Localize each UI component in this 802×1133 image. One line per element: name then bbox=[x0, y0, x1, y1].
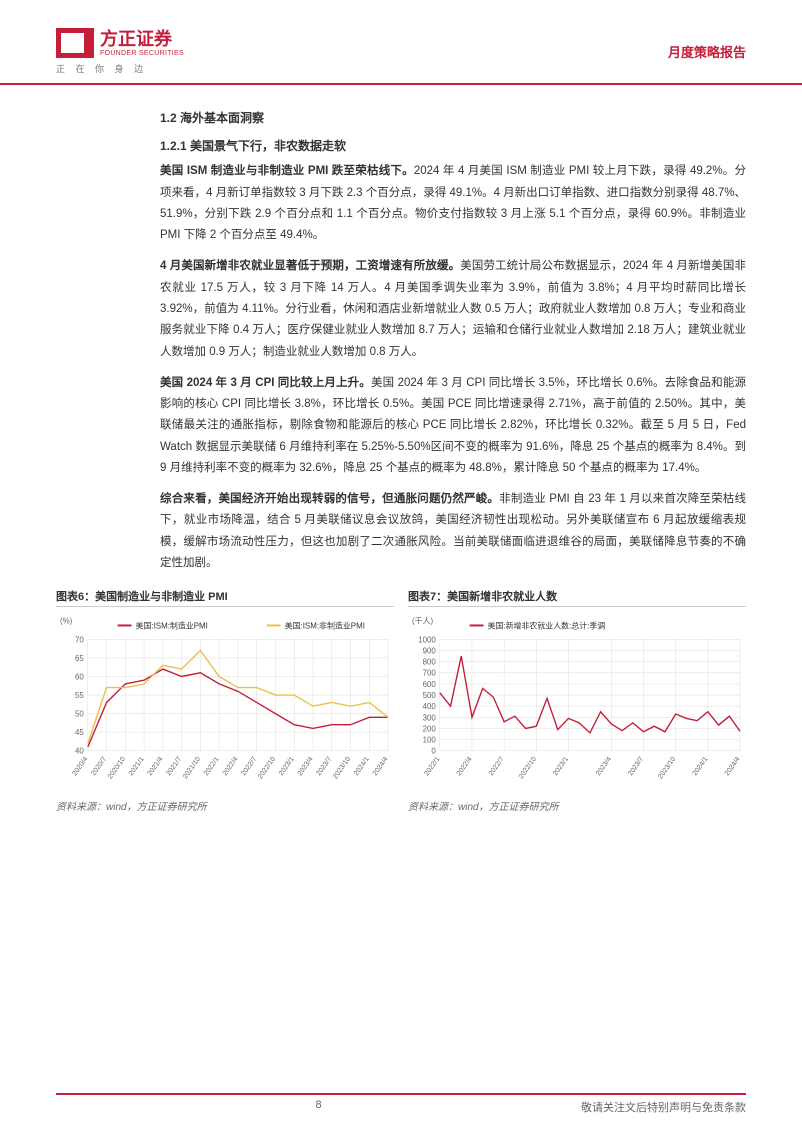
charts-row: 图表6：美国制造业与非制造业 PMI 40 45 50 55 60 65 70 (%) 美国:I… bbox=[0, 584, 802, 813]
svg-text:2021/1: 2021/1 bbox=[128, 756, 146, 778]
svg-text:2023/7: 2023/7 bbox=[627, 756, 645, 778]
svg-text:2024/1: 2024/1 bbox=[353, 756, 371, 778]
svg-text:55: 55 bbox=[75, 691, 84, 700]
svg-text:2021/7: 2021/7 bbox=[165, 756, 183, 778]
svg-text:2022/1: 2022/1 bbox=[424, 756, 442, 778]
footer-disclaimer: 敬请关注文后特别声明与免责条款 bbox=[581, 1099, 746, 1115]
svg-text:2023/4: 2023/4 bbox=[595, 756, 613, 778]
svg-text:2020/10: 2020/10 bbox=[107, 756, 127, 781]
svg-text:45: 45 bbox=[75, 728, 84, 737]
svg-text:2024/4: 2024/4 bbox=[372, 756, 390, 778]
p2-body: 美国劳工统计局公布数据显示，2024 年 4 月新增美国非农就业 17.5 万人… bbox=[160, 260, 746, 357]
chart-6-source: 资料来源：wind，方正证券研究所 bbox=[56, 798, 394, 813]
page-header: 方正证券 FOUNDER SECURITIES 正 在 你 身 边 月度策略报告 bbox=[0, 0, 802, 85]
svg-text:500: 500 bbox=[423, 691, 437, 700]
svg-text:2022/1: 2022/1 bbox=[203, 756, 221, 778]
logo-cn: 方正证券 bbox=[100, 30, 184, 48]
svg-text:65: 65 bbox=[75, 654, 84, 663]
page-number: 8 bbox=[56, 1099, 581, 1115]
svg-text:2024/4: 2024/4 bbox=[724, 756, 742, 778]
svg-text:600: 600 bbox=[423, 680, 437, 689]
svg-text:700: 700 bbox=[423, 669, 437, 678]
svg-text:2023/4: 2023/4 bbox=[297, 756, 315, 778]
svg-text:2021/4: 2021/4 bbox=[147, 756, 165, 778]
paragraph-3: 美国 2024 年 3 月 CPI 同比较上月上升。美国 2024 年 3 月 … bbox=[160, 373, 746, 479]
paragraph-1: 美国 ISM 制造业与非制造业 PMI 跌至荣枯线下。2024 年 4 月美国 … bbox=[160, 161, 746, 246]
paragraph-2: 4 月美国新增非农就业显著低于预期，工资增速有所放缓。美国劳工统计局公布数据显示… bbox=[160, 256, 746, 362]
logo-block: 方正证券 FOUNDER SECURITIES 正 在 你 身 边 bbox=[56, 28, 184, 75]
paragraph-4: 综合来看，美国经济开始出现转弱的信号，但通胀问题仍然严峻。非制造业 PMI 自 … bbox=[160, 489, 746, 574]
svg-text:400: 400 bbox=[423, 702, 437, 711]
page-footer: 8 敬请关注文后特别声明与免责条款 bbox=[56, 1093, 746, 1115]
chart-6-block: 图表6：美国制造业与非制造业 PMI 40 45 50 55 60 65 70 (%) 美国:I… bbox=[56, 588, 394, 813]
svg-text:2024/1: 2024/1 bbox=[692, 756, 710, 778]
svg-text:美国:ISM:非制造业PMI: 美国:ISM:非制造业PMI bbox=[285, 621, 365, 631]
p2-lead: 4 月美国新增非农就业显著低于预期，工资增速有所放缓。 bbox=[160, 260, 460, 272]
main-content: 1.2 海外基本面洞察 1.2.1 美国景气下行，非农数据走软 美国 ISM 制… bbox=[0, 85, 802, 574]
chart-7-svg: 0 100 200 300 400 500 600 700 800 900 1000 (千人) 美国:新… bbox=[408, 611, 746, 791]
svg-text:60: 60 bbox=[75, 673, 84, 682]
logo-en: FOUNDER SECURITIES bbox=[100, 50, 184, 57]
logo-subtitle: 正 在 你 身 边 bbox=[56, 62, 184, 75]
svg-text:2023/7: 2023/7 bbox=[315, 756, 333, 778]
svg-text:2020/4: 2020/4 bbox=[72, 756, 90, 778]
svg-text:2022/10: 2022/10 bbox=[518, 756, 538, 781]
svg-text:2023/1: 2023/1 bbox=[552, 756, 570, 778]
svg-text:70: 70 bbox=[75, 636, 84, 645]
p3-lead: 美国 2024 年 3 月 CPI 同比较上月上升。 bbox=[160, 377, 371, 389]
svg-text:2022/4: 2022/4 bbox=[222, 756, 240, 778]
p4-lead: 综合来看，美国经济开始出现转弱的信号，但通胀问题仍然严峻。 bbox=[160, 493, 499, 505]
svg-text:2022/7: 2022/7 bbox=[240, 756, 258, 778]
svg-text:300: 300 bbox=[423, 713, 437, 722]
logo-row: 方正证券 FOUNDER SECURITIES bbox=[56, 28, 184, 58]
logo-text: 方正证券 FOUNDER SECURITIES bbox=[100, 30, 184, 57]
svg-text:2020/7: 2020/7 bbox=[90, 756, 108, 778]
svg-text:美国:ISM:制造业PMI: 美国:ISM:制造业PMI bbox=[136, 621, 208, 631]
svg-text:200: 200 bbox=[423, 725, 437, 734]
svg-text:(千人): (千人) bbox=[412, 616, 434, 626]
svg-text:40: 40 bbox=[75, 747, 84, 756]
chart-7-source: 资料来源：wind，方正证券研究所 bbox=[408, 798, 746, 813]
svg-text:800: 800 bbox=[423, 658, 437, 667]
svg-text:美国:新增非农就业人数:总计:季调: 美国:新增非农就业人数:总计:季调 bbox=[488, 621, 606, 631]
svg-text:2023/1: 2023/1 bbox=[278, 756, 296, 778]
chart-6-title: 图表6：美国制造业与非制造业 PMI bbox=[56, 588, 394, 607]
section-1-2-1: 1.2.1 美国景气下行，非农数据走软 bbox=[160, 135, 746, 157]
chart-7-title: 图表7：美国新增非农就业人数 bbox=[408, 588, 746, 607]
svg-text:900: 900 bbox=[423, 647, 437, 656]
logo-icon bbox=[56, 28, 94, 58]
svg-text:1000: 1000 bbox=[418, 636, 436, 645]
p3-body: 美国 2024 年 3 月 CPI 同比增长 3.5%，环比增长 0.6%。去除… bbox=[160, 377, 746, 474]
svg-text:2022/10: 2022/10 bbox=[257, 756, 277, 781]
svg-text:(%): (%) bbox=[60, 617, 73, 626]
svg-text:2022/4: 2022/4 bbox=[456, 756, 474, 778]
svg-text:0: 0 bbox=[431, 747, 436, 756]
chart-6-svg: 40 45 50 55 60 65 70 (%) 美国:ISM:制造业PMI 美国:ISM:非制造… bbox=[56, 611, 394, 791]
svg-text:2023/10: 2023/10 bbox=[657, 756, 677, 781]
svg-text:2023/10: 2023/10 bbox=[332, 756, 352, 781]
p1-lead: 美国 ISM 制造业与非制造业 PMI 跌至荣枯线下。 bbox=[160, 165, 414, 177]
section-1-2: 1.2 海外基本面洞察 bbox=[160, 107, 746, 129]
svg-text:100: 100 bbox=[423, 736, 437, 745]
svg-text:50: 50 bbox=[75, 710, 84, 719]
report-type: 月度策略报告 bbox=[668, 42, 746, 61]
svg-text:2022/7: 2022/7 bbox=[488, 756, 506, 778]
chart-7-block: 图表7：美国新增非农就业人数 0 100 200 300 400 500 600 700 800… bbox=[408, 588, 746, 813]
svg-text:2021/10: 2021/10 bbox=[182, 756, 202, 781]
